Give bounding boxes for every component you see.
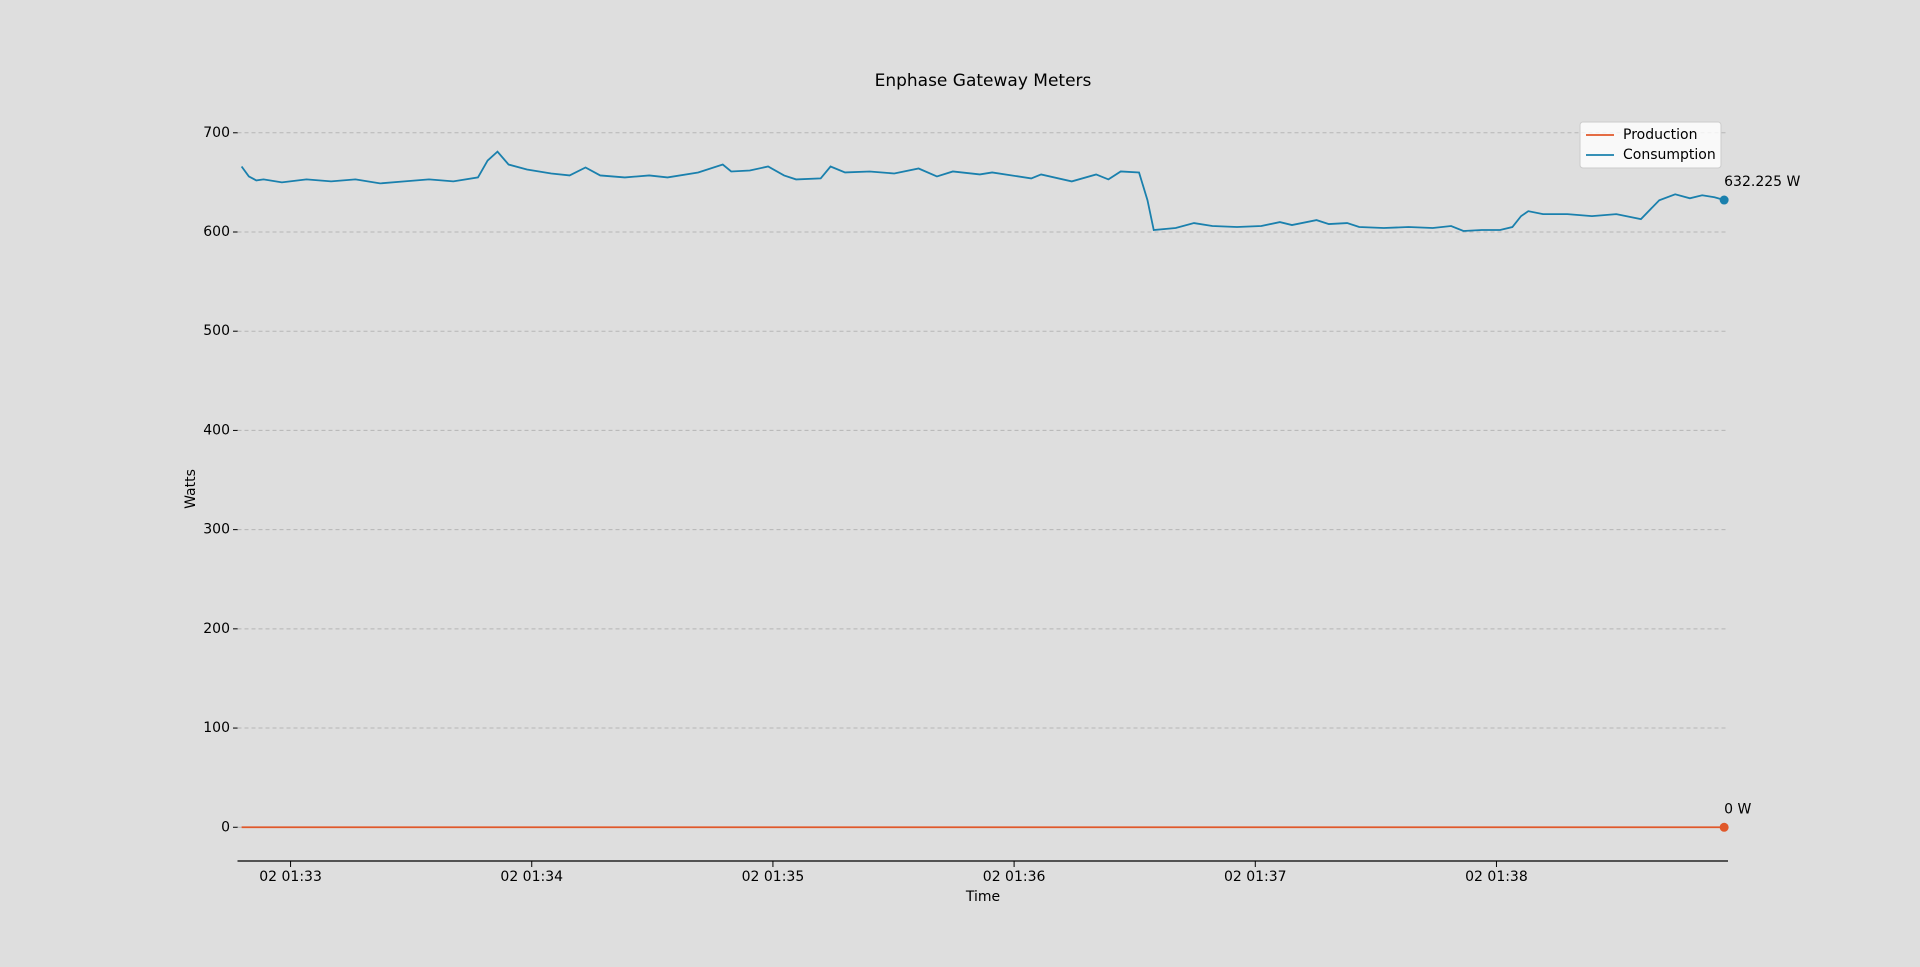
end-point — [1719, 822, 1729, 832]
chart-title: Enphase Gateway Meters — [875, 71, 1092, 91]
y-tick-label: 700 — [203, 125, 230, 141]
x-axis-label: Time — [965, 889, 1000, 905]
y-axis-label: Watts — [183, 469, 199, 509]
y-tick-label: 300 — [203, 522, 230, 538]
y-tick-label: 600 — [203, 224, 230, 240]
y-tick-label: 0 — [221, 819, 230, 835]
x-tick-label: 02 01:37 — [1224, 869, 1287, 885]
y-tick-label: 400 — [203, 422, 230, 438]
legend-label: Production — [1623, 127, 1697, 143]
legend-label: Consumption — [1623, 147, 1716, 163]
end-label: 632.225 W — [1724, 174, 1800, 190]
x-tick-label: 02 01:35 — [742, 869, 805, 885]
y-tick-label: 500 — [203, 323, 230, 339]
end-label: 0 W — [1724, 801, 1751, 817]
legend-box — [1579, 121, 1722, 169]
x-tick-label: 02 01:33 — [259, 869, 322, 885]
x-tick-label: 02 01:34 — [500, 869, 563, 885]
series-line — [240, 150, 1725, 232]
y-tick-label: 200 — [203, 621, 230, 637]
end-point — [1719, 195, 1729, 205]
y-tick-label: 100 — [203, 720, 230, 736]
x-tick-label: 02 01:36 — [983, 869, 1046, 885]
x-tick-label: 02 01:38 — [1465, 869, 1528, 885]
